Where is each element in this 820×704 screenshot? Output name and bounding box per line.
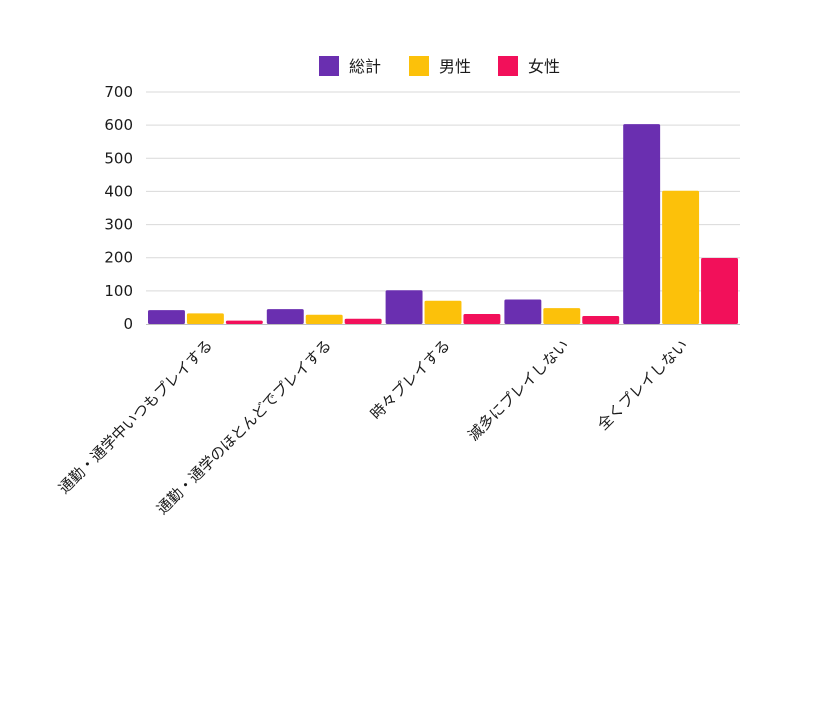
- bar-女性-1: [225, 320, 263, 324]
- y-tick-label: 200: [104, 249, 133, 267]
- legend-label-総計: 総計: [349, 57, 381, 76]
- y-tick-label: 400: [104, 182, 133, 200]
- bar-女性-3: [463, 314, 501, 324]
- y-tick-label: 500: [104, 149, 133, 167]
- legend: 総計 男性 女性: [319, 56, 560, 76]
- y-axis-tick-labels: 0 100 200 300 400 500 600 700: [104, 83, 133, 333]
- bar-総計-5: [623, 124, 661, 324]
- legend-swatch-男性: [409, 56, 429, 76]
- bar-男性-3: [424, 300, 462, 324]
- bar-総計-1: [148, 310, 185, 324]
- legend-label-男性: 男性: [439, 57, 471, 76]
- x-category-label: 時々プレイする: [367, 336, 454, 423]
- bar-総計-4: [504, 299, 542, 324]
- bar-総計-3: [385, 290, 423, 324]
- gridlines: [146, 91, 740, 292]
- y-tick-label: 600: [104, 116, 133, 134]
- bars: [148, 124, 738, 324]
- x-category-label: 滅多にプレイしない: [464, 336, 572, 444]
- bar-男性-5: [662, 190, 700, 324]
- y-tick-label: 0: [123, 315, 133, 333]
- y-tick-label: 100: [104, 282, 133, 300]
- x-category-label: 全くプレイしない: [594, 336, 692, 434]
- legend-swatch-総計: [319, 56, 339, 76]
- bar-女性-5: [701, 258, 738, 324]
- legend-label-女性: 女性: [528, 57, 560, 76]
- bar-女性-4: [582, 316, 620, 324]
- bar-男性-2: [305, 314, 343, 324]
- bar-男性-4: [543, 308, 581, 324]
- bar-総計-2: [266, 309, 304, 324]
- y-tick-label: 700: [104, 83, 133, 101]
- bar-女性-2: [344, 318, 382, 324]
- legend-swatch-女性: [498, 56, 518, 76]
- y-tick-label: 300: [104, 216, 133, 234]
- bar-男性-1: [186, 313, 224, 324]
